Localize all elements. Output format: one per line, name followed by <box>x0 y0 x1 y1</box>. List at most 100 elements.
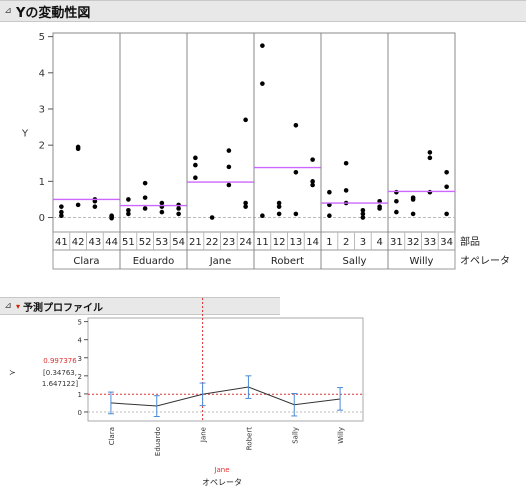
data-point <box>360 207 366 213</box>
data-point <box>260 213 265 219</box>
part-label: 2 <box>343 237 349 248</box>
profiler-y-tick-label: 1 <box>78 391 82 399</box>
disclosure-icon[interactable]: ⊿ <box>4 301 12 311</box>
data-point <box>310 179 315 184</box>
part-label: 3 <box>360 237 366 248</box>
data-point <box>109 214 114 220</box>
part-label: 4 <box>376 237 382 248</box>
y-tick-label: 0 <box>39 213 45 224</box>
part-label: 23 <box>223 237 236 248</box>
data-point <box>159 200 165 206</box>
part-label: 44 <box>105 237 118 248</box>
data-point <box>126 197 131 202</box>
profiler-header: ⊿ ▾ 予測プロファイル <box>0 297 280 315</box>
part-label: 41 <box>55 237 68 248</box>
red-triangle-menu-icon[interactable]: ▾ <box>16 301 21 311</box>
part-label: 13 <box>290 237 303 248</box>
y-tick-label: 3 <box>39 104 45 115</box>
part-label: 52 <box>139 237 152 248</box>
profiler-x-tick-label: Jane <box>200 427 208 443</box>
data-point <box>193 162 198 168</box>
data-point <box>276 200 282 206</box>
data-point <box>92 204 98 209</box>
data-point <box>59 204 64 209</box>
data-point <box>193 155 198 161</box>
data-point <box>427 155 433 161</box>
data-point <box>209 215 215 220</box>
y-tick-label: 4 <box>39 68 45 79</box>
data-point <box>444 184 449 190</box>
part-label: 43 <box>89 237 102 248</box>
operator-label: Eduardo <box>133 256 175 267</box>
part-label: 54 <box>172 237 185 248</box>
operator-label: Clara <box>73 256 99 267</box>
part-axis-label: 部品 <box>460 235 480 248</box>
data-point <box>142 195 148 200</box>
data-point <box>260 81 265 86</box>
part-label: 14 <box>306 237 319 248</box>
data-point <box>444 170 449 175</box>
part-label: 24 <box>239 237 252 248</box>
part-label: 31 <box>390 237 403 248</box>
panel-title: 予測プロファイル <box>23 302 104 314</box>
profiler-x-tick-label: Willy <box>337 427 345 444</box>
part-label: 1 <box>326 237 332 248</box>
part-label: 32 <box>407 237 420 248</box>
current-prediction-value: 0.997376 <box>43 357 77 365</box>
data-point <box>310 157 315 162</box>
data-point <box>142 180 148 186</box>
data-point <box>343 160 349 166</box>
part-label: 53 <box>156 237 169 248</box>
data-point <box>59 209 64 215</box>
data-point <box>394 209 399 215</box>
data-point <box>377 206 382 211</box>
part-label: 33 <box>424 237 437 248</box>
profiler-x-tick-label: Robert <box>245 427 253 450</box>
data-point <box>394 198 399 204</box>
prediction-interval-lower: [0.34763, <box>43 369 77 377</box>
data-point <box>360 215 366 220</box>
prediction-trace <box>110 386 341 407</box>
y-tick-label: 2 <box>39 141 45 152</box>
part-label: 22 <box>206 237 219 248</box>
data-point <box>243 117 248 123</box>
data-point <box>243 200 248 206</box>
data-point <box>126 211 131 217</box>
part-label: 12 <box>273 237 286 248</box>
data-point <box>243 204 248 209</box>
data-point <box>226 148 232 153</box>
part-label: 21 <box>189 237 202 248</box>
data-point <box>293 170 299 175</box>
data-point <box>276 204 282 209</box>
data-point <box>176 211 181 217</box>
data-point <box>394 189 399 195</box>
variability-header: ⊿ Yの変動性図 <box>0 0 526 22</box>
data-point <box>427 150 433 155</box>
profiler-y-tick-label: 5 <box>78 319 82 327</box>
data-point <box>126 207 131 213</box>
disclosure-icon[interactable]: ⊿ <box>4 6 12 16</box>
data-point <box>159 209 165 215</box>
data-point <box>226 182 232 188</box>
data-point <box>410 197 416 202</box>
data-point <box>327 213 332 219</box>
operator-axis-label: オペレータ <box>460 255 510 267</box>
profiler-y-tick-label: 4 <box>78 337 83 345</box>
part-label: 42 <box>72 237 85 248</box>
part-label: 34 <box>440 237 453 248</box>
data-point <box>260 43 265 48</box>
profiler-y-tick-label: 0 <box>78 409 82 417</box>
data-point <box>444 211 449 217</box>
part-label: 51 <box>122 237 135 248</box>
data-point <box>193 175 198 181</box>
profiler-x-tick-label: Sally <box>291 427 299 444</box>
data-point <box>293 122 299 128</box>
panel-title: Yの変動性図 <box>16 5 91 21</box>
data-point <box>427 189 433 195</box>
operator-label: Sally <box>343 256 367 267</box>
data-point <box>226 164 232 170</box>
current-level-label: Jane <box>213 466 229 474</box>
y-axis-label: Y <box>21 129 29 140</box>
prediction-interval-upper: 1.647122] <box>42 380 78 388</box>
